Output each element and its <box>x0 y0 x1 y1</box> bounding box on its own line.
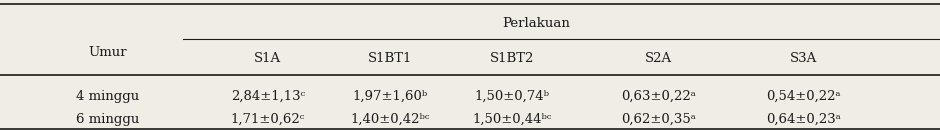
Text: 1,50±0,44ᵇᶜ: 1,50±0,44ᵇᶜ <box>473 113 552 126</box>
Text: 1,71±0,62ᶜ: 1,71±0,62ᶜ <box>231 113 305 126</box>
Text: 2,84±1,13ᶜ: 2,84±1,13ᶜ <box>231 90 305 103</box>
Text: 0,64±0,23ᵃ: 0,64±0,23ᵃ <box>766 113 841 126</box>
Text: 0,54±0,22ᵃ: 0,54±0,22ᵃ <box>766 90 841 103</box>
Text: Umur: Umur <box>88 46 128 58</box>
Text: 0,62±0,35ᵃ: 0,62±0,35ᵃ <box>620 113 696 126</box>
Text: S1BT1: S1BT1 <box>368 52 413 65</box>
Text: 6 minggu: 6 minggu <box>76 113 140 126</box>
Text: S3A: S3A <box>791 52 817 65</box>
Text: 4 minggu: 4 minggu <box>76 90 140 103</box>
Text: 1,97±1,60ᵇ: 1,97±1,60ᵇ <box>352 90 428 103</box>
Text: S1A: S1A <box>255 52 281 65</box>
Text: 1,50±0,74ᵇ: 1,50±0,74ᵇ <box>475 90 550 103</box>
Text: 1,40±0,42ᵇᶜ: 1,40±0,42ᵇᶜ <box>351 113 430 126</box>
Text: Perlakuan: Perlakuan <box>502 17 570 30</box>
Text: S2A: S2A <box>645 52 671 65</box>
Text: 0,63±0,22ᵃ: 0,63±0,22ᵃ <box>620 90 696 103</box>
Text: S1BT2: S1BT2 <box>490 52 535 65</box>
